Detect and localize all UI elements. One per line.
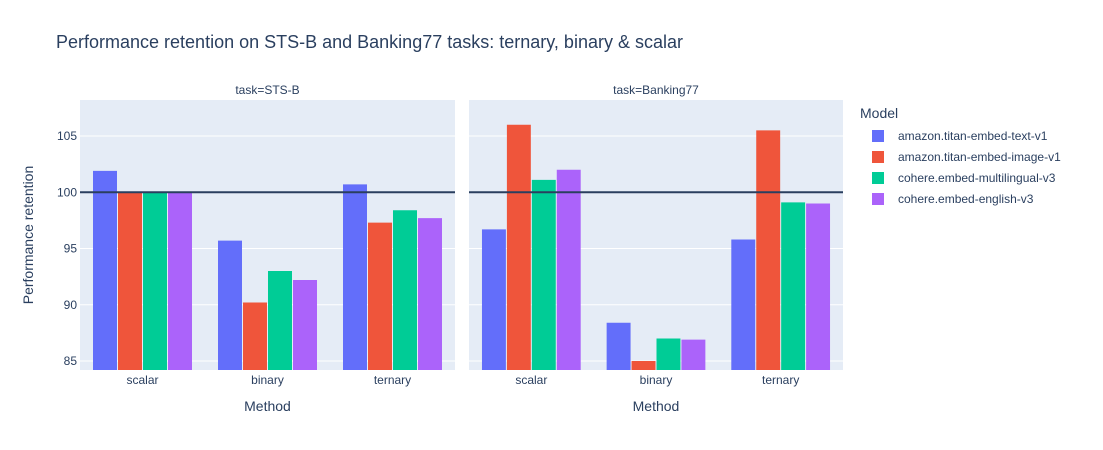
bar [681, 339, 706, 370]
legend-swatch [872, 129, 884, 142]
facet-label: task=STS-B [235, 83, 299, 97]
bar [243, 302, 267, 370]
legend-title: Model [860, 105, 899, 121]
bar [343, 184, 367, 370]
legend-label: amazon.titan-embed-text-v1 [898, 128, 1048, 143]
bar [606, 322, 631, 370]
y-tick-label: 90 [64, 298, 78, 312]
bar [531, 179, 556, 370]
legend-item[interactable]: amazon.titan-embed-text-v1 [860, 125, 1061, 146]
legend-item[interactable]: cohere.embed-english-v3 [860, 188, 1061, 209]
bar [631, 361, 656, 370]
bar [393, 210, 417, 370]
y-tick-label: 105 [57, 129, 77, 143]
bar [268, 271, 292, 370]
x-axis-title: Method [633, 398, 680, 414]
plot-background [469, 100, 843, 370]
legend-label: cohere.embed-multilingual-v3 [898, 170, 1056, 185]
bar [93, 170, 117, 370]
legend-swatch [872, 150, 884, 163]
bar [806, 203, 831, 370]
legend-label: cohere.embed-english-v3 [898, 191, 1034, 206]
chart-title: Performance retention on STS-B and Banki… [56, 32, 683, 52]
x-tick-label: binary [251, 373, 284, 387]
bar [143, 192, 167, 370]
bar [781, 202, 806, 370]
bar [293, 280, 317, 370]
x-tick-label: ternary [762, 373, 799, 387]
legend-item[interactable]: cohere.embed-multilingual-v3 [860, 167, 1061, 188]
bar [731, 239, 756, 370]
bar [656, 338, 681, 370]
legend-item[interactable]: amazon.titan-embed-image-v1 [860, 146, 1061, 167]
bar [481, 229, 506, 370]
x-axis-title: Method [244, 398, 291, 414]
bar [218, 240, 242, 370]
bar [368, 222, 392, 370]
bar [168, 192, 192, 370]
x-tick-label: scalar [126, 373, 158, 387]
legend-swatch [872, 192, 884, 205]
plot-background [80, 100, 455, 370]
x-tick-label: binary [640, 373, 673, 387]
y-axis-title: Performance retention [20, 166, 36, 305]
y-tick-label: 85 [64, 354, 78, 368]
bar [506, 124, 531, 370]
bar [556, 169, 581, 370]
bar [118, 192, 142, 370]
bar [756, 130, 781, 370]
legend-swatch [872, 171, 884, 184]
x-tick-label: scalar [515, 373, 547, 387]
legend[interactable]: Model amazon.titan-embed-text-v1 amazon.t… [860, 105, 1061, 209]
y-tick-label: 95 [64, 242, 78, 256]
facet-label: task=Banking77 [613, 83, 699, 97]
bar [418, 218, 442, 370]
y-tick-label: 100 [57, 185, 77, 199]
legend-label: amazon.titan-embed-image-v1 [898, 149, 1061, 164]
x-tick-label: ternary [374, 373, 411, 387]
